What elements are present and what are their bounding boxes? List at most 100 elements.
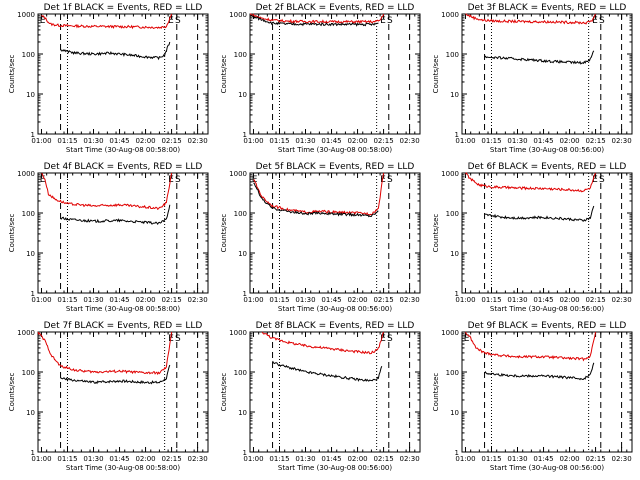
x-tick-label: 01:00 — [243, 296, 263, 304]
y-tick-label: 10 — [450, 409, 459, 417]
x-axis-label: Start Time (30-Aug-08 00:56:00) — [490, 464, 604, 472]
x-axis-label: Start Time (30-Aug-08 00:58:00) — [66, 464, 180, 472]
y-tick-label: 100 — [22, 210, 35, 218]
x-tick-label: 01:45 — [109, 296, 129, 304]
y-tick-label: 1 — [243, 290, 247, 298]
series-events-line — [484, 50, 595, 65]
x-tick-label: 02:30 — [187, 296, 207, 304]
x-tick-label: 02:30 — [611, 455, 631, 463]
interval-marker-label: E — [168, 175, 174, 185]
x-tick-label: 02:00 — [135, 455, 155, 463]
x-tick-label: 01:00 — [31, 455, 51, 463]
x-tick-label: 01:30 — [507, 137, 527, 145]
panel-det-2: Det 2f BLACK = Events, RED = LLD 1 10 100 10… — [220, 3, 421, 154]
x-tick-label: 02:15 — [585, 455, 605, 463]
series-events-line — [249, 15, 379, 27]
series-lld-line — [465, 331, 597, 362]
x-tick-label: 01:45 — [109, 455, 129, 463]
x-tick-label: 01:15 — [57, 455, 77, 463]
interval-marker-label: E — [168, 16, 174, 26]
x-axis-label: Start Time (30-Aug-08 00:56:00) — [278, 305, 392, 313]
x-tick-label: 02:30 — [187, 455, 207, 463]
series-lld-line — [41, 13, 173, 30]
interval-marker-label: E — [592, 175, 598, 185]
panel-title: Det 4f BLACK = Events, RED = LLD — [44, 162, 203, 172]
series-events-line — [253, 182, 379, 218]
x-tick-label: 01:45 — [321, 137, 341, 145]
axes-frame — [249, 13, 421, 135]
y-axis-label: Counts/sec — [8, 373, 16, 412]
x-tick-label: 01:30 — [295, 296, 315, 304]
y-tick-label: 100 — [22, 369, 35, 377]
interval-marker-label: E — [380, 16, 386, 26]
x-tick-label: 01:15 — [269, 455, 289, 463]
y-tick-label: 1 — [243, 449, 247, 457]
interval-marker-label: S — [175, 334, 181, 344]
x-tick-label: 02:00 — [347, 455, 367, 463]
series-events-line — [60, 364, 171, 385]
interval-marker-label: E — [380, 334, 386, 344]
panel-title: Det 3f BLACK = Events, RED = LLD — [468, 3, 627, 13]
interval-marker-label: E — [40, 175, 46, 185]
x-tick-label: 02:15 — [161, 455, 181, 463]
x-tick-label: 02:30 — [611, 137, 631, 145]
y-tick-label: 100 — [446, 51, 459, 59]
panel-title: Det 2f BLACK = Events, RED = LLD — [256, 3, 415, 13]
y-tick-label: 1 — [455, 131, 459, 139]
x-tick-label: 01:30 — [83, 137, 103, 145]
x-tick-label: 01:00 — [455, 137, 475, 145]
y-tick-label: 10 — [238, 409, 247, 417]
y-axis-label: Counts/sec — [220, 55, 228, 94]
axes-frame — [249, 172, 421, 294]
x-tick-label: 01:15 — [269, 137, 289, 145]
y-tick-label: 100 — [234, 369, 247, 377]
y-tick-label: 1 — [455, 290, 459, 298]
x-tick-label: 02:00 — [347, 296, 367, 304]
x-tick-label: 01:00 — [31, 137, 51, 145]
x-tick-label: 01:45 — [321, 296, 341, 304]
panel-title: Det 1f BLACK = Events, RED = LLD — [44, 3, 203, 13]
x-tick-label: 02:00 — [559, 137, 579, 145]
panel-title: Det 6f BLACK = Events, RED = LLD — [468, 162, 627, 172]
x-tick-label: 01:30 — [507, 455, 527, 463]
y-tick-label: 100 — [234, 210, 247, 218]
axes-frame — [37, 331, 209, 453]
x-tick-label: 01:15 — [57, 296, 77, 304]
y-tick-label: 1000 — [17, 11, 35, 19]
x-tick-label: 01:30 — [83, 296, 103, 304]
y-tick-label: 10 — [26, 91, 35, 99]
x-tick-label: 02:00 — [347, 137, 367, 145]
x-tick-label: 01:30 — [83, 455, 103, 463]
interval-marker-label: E — [464, 334, 470, 344]
x-tick-label: 02:15 — [161, 137, 181, 145]
panel-det-8: Det 8f BLACK = Events, RED = LLD 1 10 100 10… — [220, 321, 421, 472]
y-tick-label: 100 — [234, 51, 247, 59]
y-tick-label: 1 — [31, 449, 35, 457]
y-tick-label: 10 — [450, 250, 459, 258]
axes-frame — [461, 172, 633, 294]
x-tick-label: 01:00 — [243, 455, 263, 463]
series-lld-line — [250, 13, 385, 25]
interval-marker-label: E — [592, 16, 598, 26]
panel-title: Det 9f BLACK = Events, RED = LLD — [468, 321, 627, 331]
y-tick-label: 1000 — [229, 170, 247, 178]
x-axis-label: Start Time (30-Aug-08 00:56:00) — [490, 305, 604, 313]
y-axis-label: Counts/sec — [220, 373, 228, 412]
interval-marker-label: S — [387, 334, 393, 344]
panel-det-7: Det 7f BLACK = Events, RED = LLD 1 10 100 10… — [8, 321, 209, 472]
panel-title: Det 5f BLACK = Events, RED = LLD — [256, 162, 415, 172]
x-axis-label: Start Time (30-Aug-08 00:58:00) — [278, 146, 392, 154]
x-tick-label: 02:15 — [585, 137, 605, 145]
x-tick-label: 01:00 — [243, 137, 263, 145]
axes-frame — [249, 331, 421, 453]
y-tick-label: 10 — [26, 250, 35, 258]
y-tick-label: 1000 — [17, 170, 35, 178]
x-tick-label: 02:15 — [373, 455, 393, 463]
y-tick-label: 10 — [238, 91, 247, 99]
x-tick-label: 02:00 — [559, 296, 579, 304]
y-axis-label: Counts/sec — [220, 214, 228, 253]
y-tick-label: 1000 — [17, 329, 35, 337]
interval-marker-label: S — [387, 175, 393, 185]
y-tick-label: 100 — [446, 210, 459, 218]
